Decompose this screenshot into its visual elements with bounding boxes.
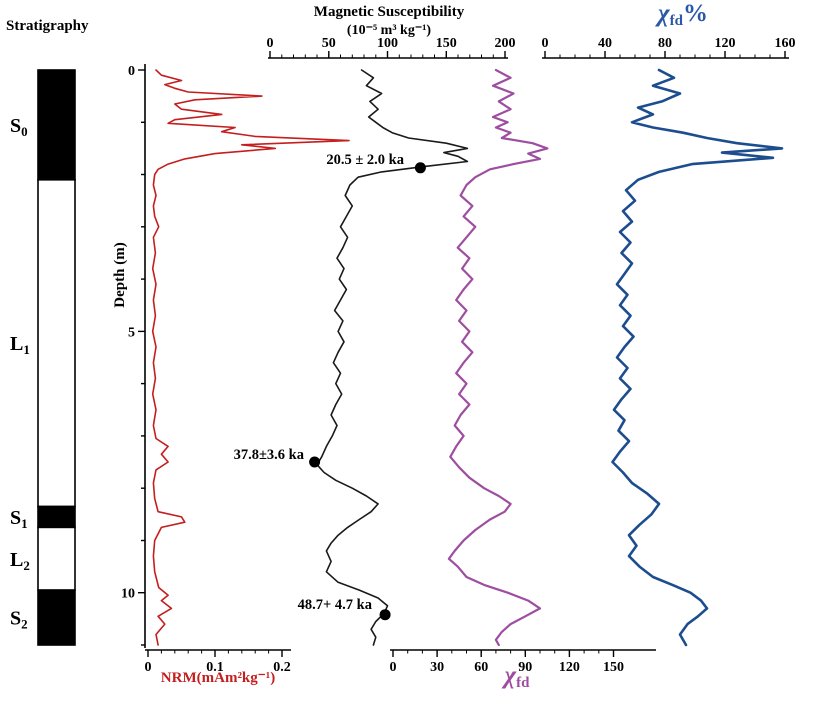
xfd_pct-tick-label: 80	[658, 36, 672, 51]
depth-axis-label: Depth (m)	[112, 242, 128, 308]
curve-ms	[316, 69, 469, 646]
strat-unit-L2	[37, 526, 76, 591]
chi-symbol: χ	[504, 662, 517, 689]
xfd_pct-tick-label: 0	[542, 36, 549, 51]
strat-label-S1: S1	[10, 507, 28, 531]
ms-title-line1: Magnetic Susceptibility	[313, 4, 465, 20]
curve-xfd	[447, 68, 549, 647]
xfd-tick-label: 60	[474, 660, 488, 675]
strat-unit-S1	[37, 505, 76, 529]
ms-tick-label: 0	[267, 36, 274, 51]
nrm-axis-label: NRM(mAm²kg⁻¹)	[160, 670, 276, 686]
ms-title-line2: (10⁻⁵ m³ kg⁻¹)	[346, 23, 432, 39]
nrm-tick-label: 0	[145, 660, 152, 675]
chi-symbol: χ	[658, 0, 670, 27]
strat-label-S2: S2	[10, 608, 28, 632]
age-annotation-1: 37.8±3.6 ka	[233, 447, 304, 463]
xfd-tick-label: 150	[603, 660, 624, 675]
nrm-tick-label: 0.2	[273, 660, 291, 675]
ms-tick-label: 150	[436, 36, 457, 51]
xfd-tick-label: 90	[518, 660, 532, 675]
xfd-tick-label: 120	[559, 660, 580, 675]
xfd_pct-tick-label: 40	[598, 36, 612, 51]
depth-tick-label: 10	[121, 587, 135, 602]
depth-tick-label: 0	[128, 64, 135, 79]
curve-nrm	[151, 69, 350, 646]
strat-label-L1: L1	[10, 333, 30, 357]
ms-tick-label: 200	[495, 36, 516, 51]
xfd_pct-tick-label: 120	[715, 36, 736, 51]
xfd-tick-label: 0	[390, 660, 397, 675]
strat-unit-S0	[37, 69, 76, 181]
ms-axis-title: Magnetic Susceptibility (10⁻⁵ m³ kg⁻¹)	[270, 2, 508, 41]
strat-label-L2: L2	[10, 549, 30, 573]
age-annotation-0: 20.5 ± 2.0 ka	[326, 152, 404, 168]
age-dot-1	[309, 456, 321, 468]
strat-unit-S2	[37, 589, 76, 646]
ms-tick-label: 100	[377, 36, 398, 51]
nrm-tick-label: 0.1	[206, 660, 224, 675]
percent-sign: %	[682, 0, 708, 27]
xfd-percent-title: χfd%	[628, 0, 738, 30]
age-dot-0	[414, 162, 426, 174]
xfd-tick-label: 30	[430, 660, 444, 675]
curve-xfd_pct	[611, 68, 784, 647]
age-dot-2	[379, 609, 391, 621]
depth-tick-label: 5	[128, 325, 135, 340]
strat-unit-L1	[37, 179, 76, 508]
xfd-axis-label: χfd	[472, 662, 562, 692]
ms-tick-label: 50	[322, 36, 336, 51]
fd-subscript: fd	[669, 12, 683, 29]
xfd_pct-tick-label: 160	[775, 36, 796, 51]
stratigraphy-title: Stratigraphy	[6, 18, 89, 34]
age-annotation-2: 48.7+ 4.7 ka	[297, 597, 372, 613]
fd-subscript: fd	[516, 674, 530, 691]
strat-label-S0: S0	[10, 115, 28, 139]
